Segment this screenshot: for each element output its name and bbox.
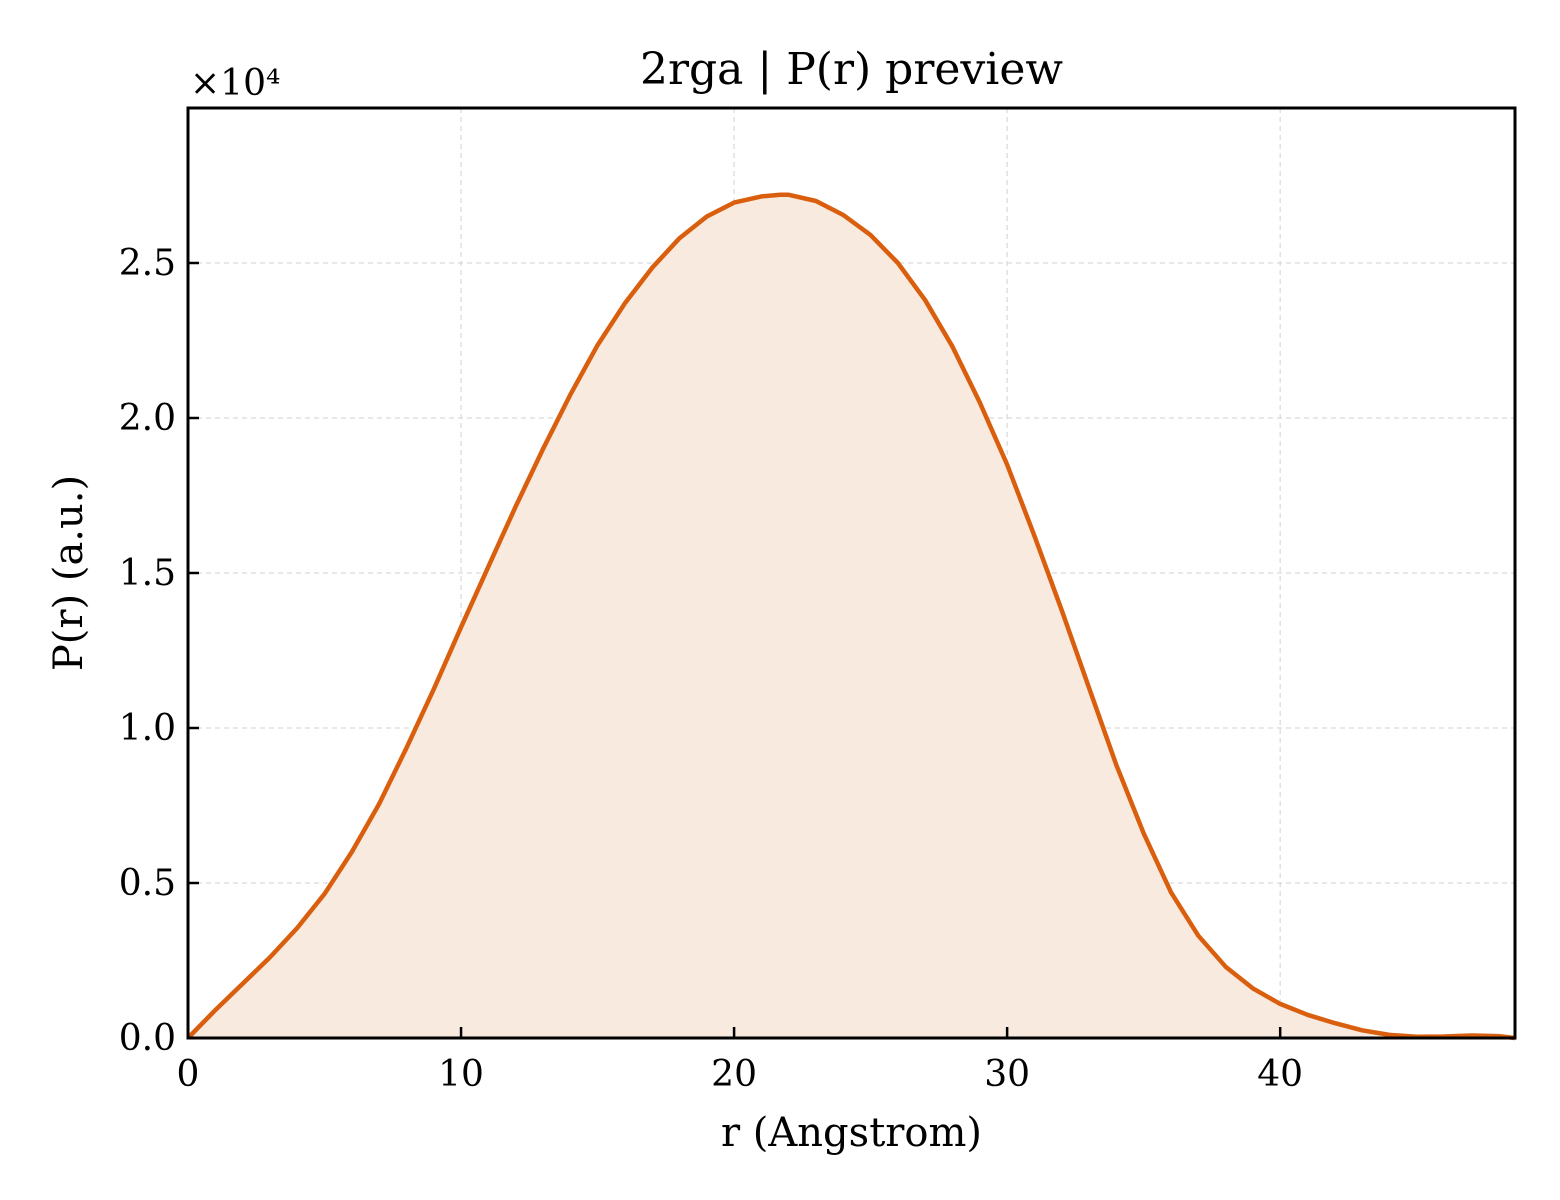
pr-area-fill xyxy=(188,194,1515,1039)
x-tick-label: 20 xyxy=(711,1054,757,1095)
y-axis-multiplier: ×10⁴ xyxy=(190,63,280,104)
axis-ticks: 0 10 20 30 40 0.0 0.5 1.0 1.5 2.0 2.5 xyxy=(119,243,1303,1095)
y-tick-label: 1.0 xyxy=(119,708,176,749)
x-axis-label: r (Angstrom) xyxy=(721,1110,982,1156)
y-axis-label: P(r) (a.u.) xyxy=(46,475,92,671)
x-tick-label: 40 xyxy=(1257,1054,1303,1095)
y-tick-label: 2.5 xyxy=(119,243,176,284)
x-tick-label: 30 xyxy=(984,1054,1030,1095)
y-tick-label: 1.5 xyxy=(119,553,176,594)
y-tick-label: 2.0 xyxy=(119,398,176,439)
x-tick-label: 10 xyxy=(438,1054,484,1095)
x-tick-label: 0 xyxy=(177,1054,200,1095)
chart-title: 2rga | P(r) preview xyxy=(640,44,1063,95)
y-tick-label: 0.5 xyxy=(119,863,176,904)
y-tick-label: 0.0 xyxy=(119,1018,176,1059)
pr-series-line xyxy=(186,192,1516,1041)
